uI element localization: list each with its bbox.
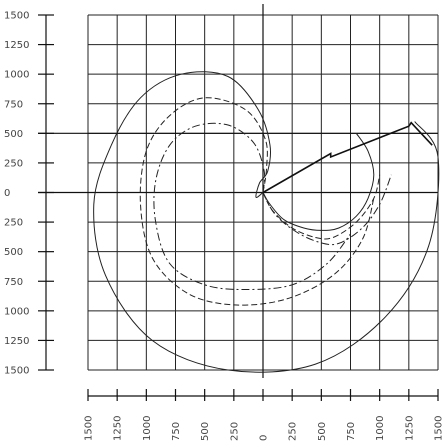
x-tick-label: 1250 <box>113 416 124 441</box>
y-axis-ticks: 1500 1250 1000 750 500 250 0 250 500 750 1000 1250 1… <box>4 11 54 377</box>
y-tick-label: 1250 <box>4 336 29 347</box>
y-tick-label: 1000 <box>4 306 29 317</box>
y-tick-label: 250 <box>4 158 23 169</box>
y-tick-label: 1000 <box>4 70 29 81</box>
boom-outline <box>262 121 433 194</box>
reach-curve-dashdot <box>262 174 392 246</box>
reach-curves <box>93 71 440 373</box>
x-tick-label: 1250 <box>404 416 415 441</box>
reach-curve-dashdot <box>153 122 351 291</box>
y-tick-label: 1500 <box>4 366 29 377</box>
x-tick-label: 1500 <box>84 416 95 441</box>
axes <box>38 4 438 378</box>
y-tick-label: 1250 <box>4 40 29 51</box>
x-tick-label: 500 <box>200 422 211 441</box>
y-tick-label: 0 <box>4 188 10 199</box>
x-tick-label: 750 <box>346 422 357 441</box>
x-tick-label: 1000 <box>375 416 386 441</box>
y-tick-label: 1500 <box>4 11 29 22</box>
reach-curve-solid <box>93 71 440 373</box>
x-tick-label: 250 <box>288 422 299 441</box>
y-tick-label: 250 <box>4 218 23 229</box>
x-tick-label: 500 <box>317 422 328 441</box>
y-tick-label: 500 <box>4 129 23 140</box>
x-tick-label: 250 <box>229 422 240 441</box>
x-tick-label: 1000 <box>142 416 153 441</box>
x-tick-label: 0 <box>259 435 270 441</box>
y-tick-label: 750 <box>4 277 23 288</box>
reach-curve-solid <box>262 133 375 231</box>
y-tick-label: 750 <box>4 99 23 110</box>
x-axis-ticks: 1500 1250 1000 750 500 250 0 250 500 750 1000 1250 1… <box>84 389 444 441</box>
x-tick-label: 1500 <box>434 416 444 441</box>
boom-outline-line <box>262 121 433 194</box>
x-tick-label: 750 <box>171 422 182 441</box>
reach-curve-dashed <box>139 97 375 306</box>
y-tick-label: 500 <box>4 247 23 258</box>
